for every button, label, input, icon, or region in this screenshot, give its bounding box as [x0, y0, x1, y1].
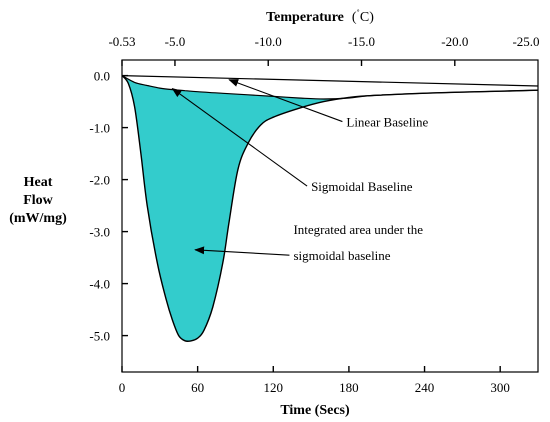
x-tick-label: 180 [339, 380, 359, 395]
x-tick-label: 240 [415, 380, 435, 395]
annotation-layer: Linear Baseline Sigmoidal Baseline Integra… [171, 79, 429, 263]
x-tick-label: 300 [490, 380, 510, 395]
heat-flow-curve [122, 75, 538, 343]
y-tick-label: -2.0 [89, 173, 110, 188]
annotation-label: Integrated area under the [293, 222, 423, 237]
x-tick-label: 0 [119, 380, 126, 395]
y-axis-title-line-3: (mW/mg) [9, 211, 67, 226]
y-tick-label: -5.0 [89, 329, 110, 344]
plot-layer [122, 75, 538, 343]
y-tick-label: -4.0 [89, 277, 110, 292]
area-group [122, 75, 538, 343]
annotation-label: Sigmoidal Baseline [311, 179, 413, 194]
y-tick-label: -1.0 [89, 121, 110, 136]
top-tick-label: -0.53 [108, 34, 135, 49]
x-axis-title: Time (Secs) [280, 403, 350, 418]
top-tick-label: -15.0 [348, 34, 375, 49]
x-tick-label: 120 [264, 380, 284, 395]
top-tick-label: -25.0 [512, 34, 539, 49]
integrated-area-fill [122, 75, 538, 342]
y-axis-title-line-1: Heat [24, 175, 53, 190]
top-axis-title: Temperature (˚C) [266, 9, 374, 25]
top-tick-label: -10.0 [255, 34, 282, 49]
top-tick-label: -20.0 [441, 34, 468, 49]
annotation-label: Linear Baseline [346, 115, 428, 130]
y-tick-label: 0.0 [94, 69, 110, 84]
x-tick-label: 60 [191, 380, 204, 395]
top-tick-label: -5.0 [165, 34, 186, 49]
annotation-arrow [194, 246, 290, 256]
plot-frame [121, 59, 539, 373]
y-tick-label: -3.0 [89, 225, 110, 240]
linear-baseline-line [122, 75, 538, 87]
annotation-arrow [228, 79, 343, 123]
tick-layer: 0 60 120 180 240 300 0.0 -1.0 -2.0 -3.0 -4.0 -5.0 -0… [89, 34, 539, 395]
y-axis-title-line-2: Flow [23, 193, 53, 208]
annotation-arrow [171, 88, 308, 187]
annotation-label: sigmoidal baseline [293, 248, 390, 263]
